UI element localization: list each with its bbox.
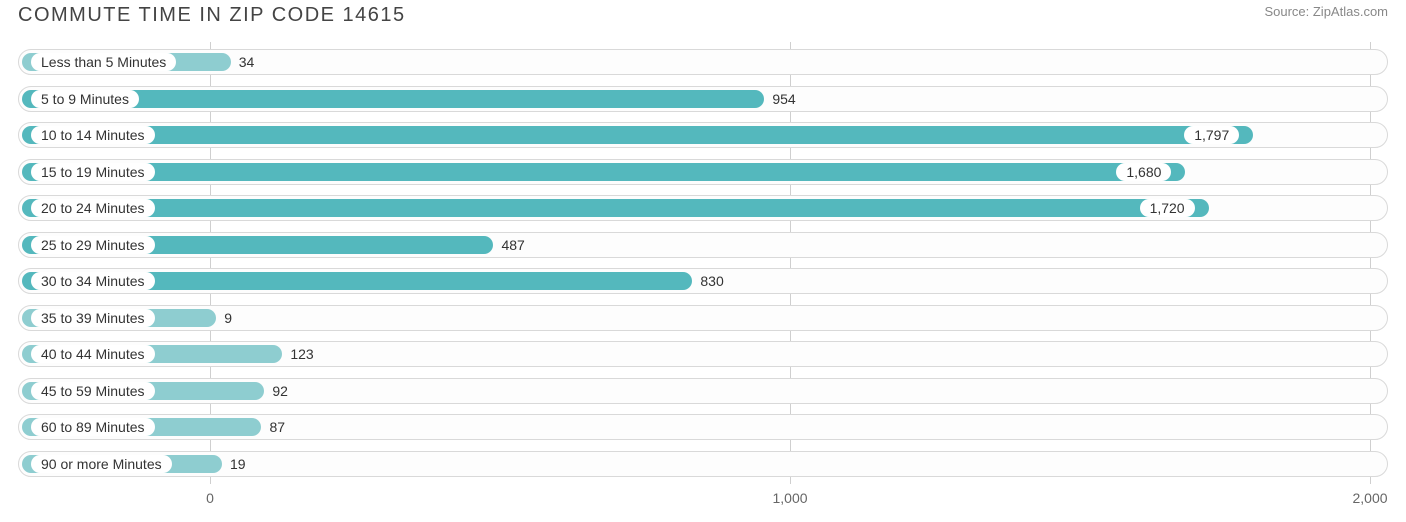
bar-track: 15 to 19 Minutes 1,680 — [18, 159, 1388, 185]
bar-track: 45 to 59 Minutes 92 — [18, 378, 1388, 404]
bar-value-label: 1,720 — [1140, 199, 1195, 217]
bar-category-label: 5 to 9 Minutes — [31, 90, 139, 108]
bar-fill — [22, 126, 1253, 144]
commute-time-chart: COMMUTE TIME IN ZIP CODE 14615 Source: Z… — [0, 0, 1406, 522]
bar-value-label: 123 — [290, 346, 313, 362]
x-axis: 0 1,000 2,000 — [18, 490, 1388, 510]
bar-fill — [22, 163, 1185, 181]
bar-value-label: 1,680 — [1116, 163, 1171, 181]
bar-value-label: 9 — [224, 310, 232, 326]
bar-track: 10 to 14 Minutes 1,797 — [18, 122, 1388, 148]
x-tick-label: 0 — [206, 490, 214, 506]
bar-category-label: 20 to 24 Minutes — [31, 199, 155, 217]
bar-track: 30 to 34 Minutes 830 — [18, 268, 1388, 294]
bar-category-label: 60 to 89 Minutes — [31, 418, 155, 436]
bar-category-label: 90 or more Minutes — [31, 455, 172, 473]
bar-fill — [22, 199, 1209, 217]
bar-track: 5 to 9 Minutes 954 — [18, 86, 1388, 112]
bar-value-label: 87 — [269, 419, 285, 435]
bars-wrap: Less than 5 Minutes 34 5 to 9 Minutes 954 10… — [18, 42, 1388, 484]
x-tick-label: 2,000 — [1352, 490, 1387, 506]
bar-track: 60 to 89 Minutes 87 — [18, 414, 1388, 440]
bar-value-label: 92 — [272, 383, 288, 399]
chart-header: COMMUTE TIME IN ZIP CODE 14615 Source: Z… — [0, 0, 1406, 27]
bar-value-label: 954 — [772, 91, 795, 107]
bar-track: 35 to 39 Minutes 9 — [18, 305, 1388, 331]
bar-track: 90 or more Minutes 19 — [18, 451, 1388, 477]
bar-track: 25 to 29 Minutes 487 — [18, 232, 1388, 258]
bar-track: 40 to 44 Minutes 123 — [18, 341, 1388, 367]
bar-category-label: 25 to 29 Minutes — [31, 236, 155, 254]
bar-value-label: 830 — [700, 273, 723, 289]
bar-category-label: 15 to 19 Minutes — [31, 163, 155, 181]
x-tick-label: 1,000 — [772, 490, 807, 506]
bar-track: 20 to 24 Minutes 1,720 — [18, 195, 1388, 221]
bar-value-label: 487 — [501, 237, 524, 253]
bar-track: Less than 5 Minutes 34 — [18, 49, 1388, 75]
bar-value-label: 19 — [230, 456, 246, 472]
bar-category-label: Less than 5 Minutes — [31, 53, 176, 71]
bar-category-label: 35 to 39 Minutes — [31, 309, 155, 327]
bar-category-label: 30 to 34 Minutes — [31, 272, 155, 290]
plot-area: Less than 5 Minutes 34 5 to 9 Minutes 954 10… — [18, 42, 1388, 484]
bar-category-label: 45 to 59 Minutes — [31, 382, 155, 400]
chart-title: COMMUTE TIME IN ZIP CODE 14615 — [18, 4, 406, 27]
chart-source: Source: ZipAtlas.com — [1264, 4, 1388, 19]
bar-value-label: 1,797 — [1184, 126, 1239, 144]
bar-category-label: 10 to 14 Minutes — [31, 126, 155, 144]
bar-category-label: 40 to 44 Minutes — [31, 345, 155, 363]
bar-value-label: 34 — [239, 54, 255, 70]
